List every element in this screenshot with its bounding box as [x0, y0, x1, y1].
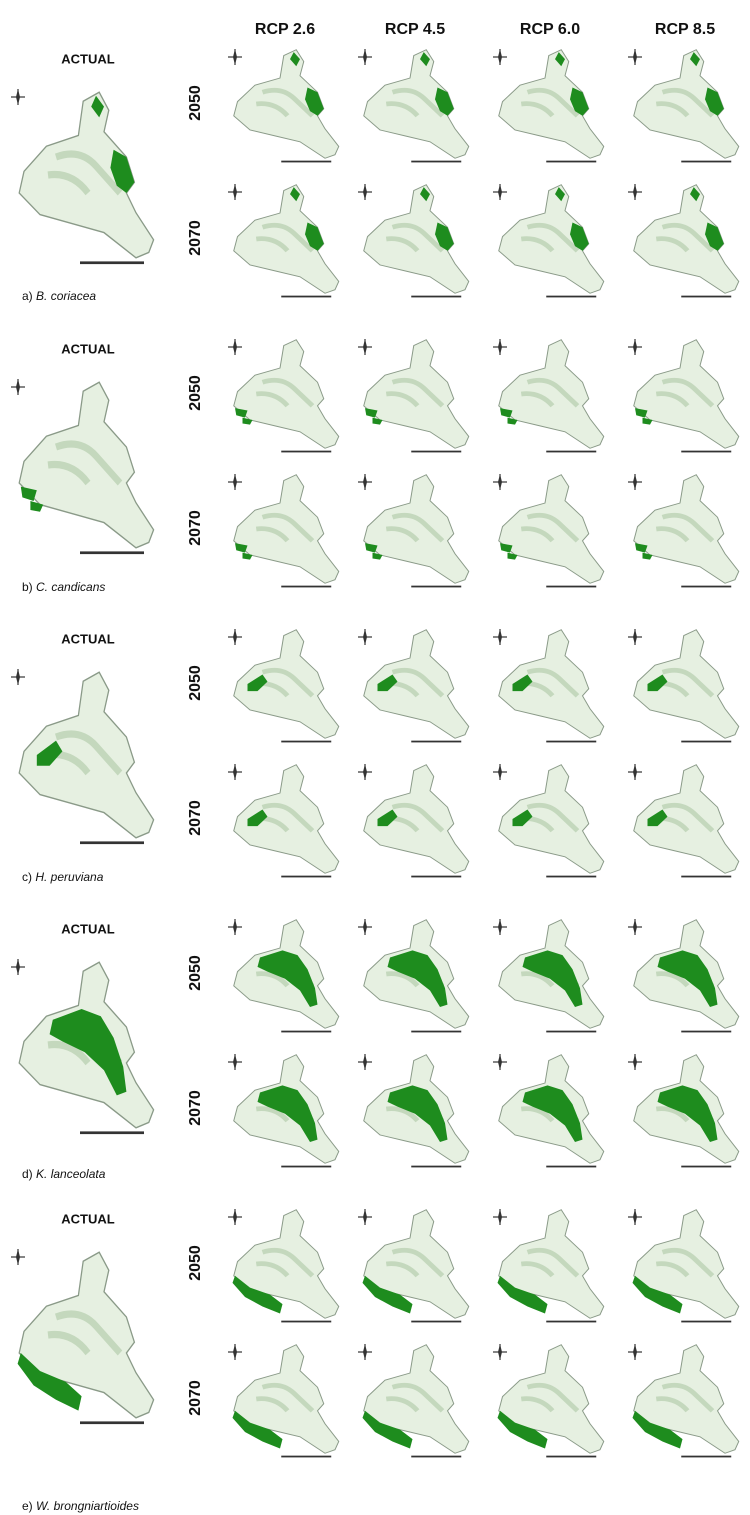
map: [632, 1209, 740, 1323]
year-label: 2050: [187, 1245, 204, 1281]
map: [363, 49, 470, 163]
map: [18, 91, 155, 265]
actual-label: ACTUAL: [61, 921, 114, 936]
map: [233, 919, 340, 1033]
map: [233, 764, 340, 878]
map: [498, 184, 605, 298]
map: [18, 381, 155, 555]
map: [233, 339, 340, 453]
caption-name: W. brongniartioides: [36, 1499, 139, 1513]
map: [232, 1209, 340, 1323]
map: [498, 49, 605, 163]
map: [498, 339, 605, 453]
map: [18, 961, 155, 1135]
year-label: 2050: [187, 665, 204, 701]
map: [633, 474, 740, 588]
caption: c) H. peruviana: [22, 870, 104, 884]
map: [497, 1344, 605, 1458]
map: [363, 1054, 470, 1168]
year-label: 2070: [187, 510, 204, 546]
caption-name: C. candicans: [36, 580, 105, 594]
map: [497, 1209, 605, 1323]
column-header: RCP 2.6: [255, 21, 315, 38]
map: [498, 1054, 605, 1168]
map: [18, 671, 155, 845]
caption-prefix: a): [22, 289, 33, 303]
caption-name: B. coriacea: [36, 289, 96, 303]
caption: e) W. brongniartioides: [22, 1499, 139, 1513]
year-label: 2070: [187, 1380, 204, 1416]
caption-name: K. lanceolata: [36, 1167, 106, 1181]
map: [17, 1251, 155, 1425]
map: [498, 919, 605, 1033]
column-header: RCP 6.0: [520, 21, 580, 38]
map: [498, 629, 605, 743]
year-label: 2050: [187, 85, 204, 121]
map: [633, 764, 740, 878]
caption-prefix: d): [22, 1167, 33, 1181]
year-label: 2070: [187, 800, 204, 836]
map: [362, 1209, 470, 1323]
year-label: 2050: [187, 955, 204, 991]
map: [363, 919, 470, 1033]
caption-name: H. peruviana: [35, 870, 103, 884]
map: [363, 339, 470, 453]
column-header: RCP 8.5: [655, 21, 715, 38]
map: [363, 629, 470, 743]
map: [363, 184, 470, 298]
map: [633, 49, 740, 163]
map: [633, 339, 740, 453]
map: [633, 1054, 740, 1168]
column-header: RCP 4.5: [385, 21, 445, 38]
caption-prefix: b): [22, 580, 33, 594]
map: [633, 184, 740, 298]
caption: b) C. candicans: [22, 580, 105, 594]
year-label: 2070: [187, 1090, 204, 1126]
caption-prefix: c): [22, 870, 32, 884]
caption: d) K. lanceolata: [22, 1167, 106, 1181]
map: [498, 474, 605, 588]
map: [633, 919, 740, 1033]
caption-prefix: e): [22, 1499, 33, 1513]
year-label: 2050: [187, 375, 204, 411]
map: [362, 1344, 470, 1458]
map: [233, 49, 340, 163]
caption: a) B. coriacea: [22, 289, 96, 303]
map: [233, 474, 340, 588]
map: [232, 1344, 340, 1458]
actual-label: ACTUAL: [61, 1211, 114, 1226]
actual-label: ACTUAL: [61, 631, 114, 646]
actual-label: ACTUAL: [61, 341, 114, 356]
map: [632, 1344, 740, 1458]
year-label: 2070: [187, 220, 204, 256]
map: [633, 629, 740, 743]
map: [233, 184, 340, 298]
map: [233, 1054, 340, 1168]
map: [363, 474, 470, 588]
map: [363, 764, 470, 878]
map: [233, 629, 340, 743]
map: [498, 764, 605, 878]
actual-label: ACTUAL: [61, 51, 114, 66]
